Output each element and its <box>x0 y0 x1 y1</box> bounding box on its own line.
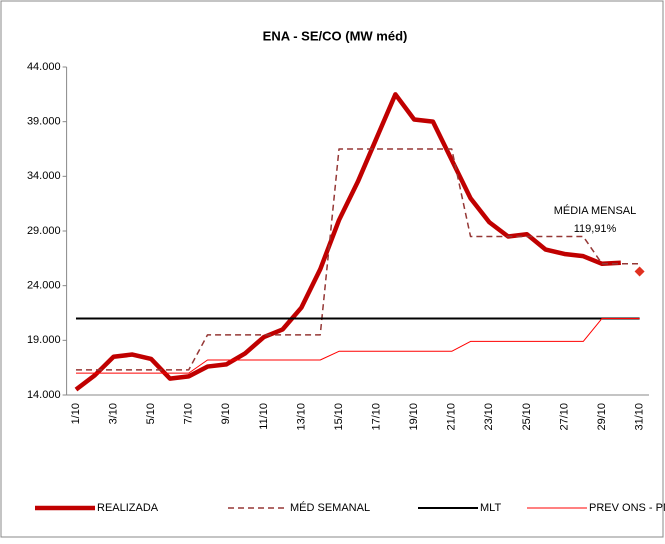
legend-label: MLT <box>480 502 501 514</box>
legend-label: REALIZADA <box>97 502 159 514</box>
x-tick-label: 13/10 <box>295 403 307 431</box>
y-tick-label: 24.000 <box>27 280 61 292</box>
y-tick-label: 39.000 <box>27 116 61 128</box>
series-line <box>75 317 640 374</box>
y-tick-label: 34.000 <box>27 170 61 182</box>
x-tick-label: 3/10 <box>107 403 119 424</box>
x-tick-label: 19/10 <box>408 403 420 431</box>
legend-label: MÉD SEMANAL <box>290 501 370 514</box>
y-tick-label: 44.000 <box>27 61 61 73</box>
x-tick-label: 31/10 <box>634 403 646 431</box>
x-tick-label: 15/10 <box>333 403 345 431</box>
series-line <box>75 148 640 371</box>
x-tick-label: 7/10 <box>183 403 195 424</box>
annotation-text: MÉDIA MENSAL <box>554 204 637 217</box>
chart-title: ENA - SE/CO (MW méd) <box>263 28 408 43</box>
x-tick-label: 1/10 <box>70 403 82 424</box>
x-tick-label: 23/10 <box>483 403 495 431</box>
y-tick-label: 14.000 <box>27 389 61 401</box>
x-tick-label: 9/10 <box>220 403 232 424</box>
x-tick-label: 25/10 <box>521 403 533 431</box>
x-tick-label: 11/10 <box>258 403 270 430</box>
x-tick-label: 29/10 <box>596 403 608 431</box>
x-tick-label: 5/10 <box>145 403 157 424</box>
y-tick-label: 19.000 <box>27 334 61 346</box>
x-tick-label: 17/10 <box>370 403 382 431</box>
legend-label: PREV ONS - PMO <box>589 502 665 514</box>
annotation-text: 119,91% <box>574 223 617 235</box>
annotation-marker <box>634 266 645 277</box>
x-tick-label: 21/10 <box>446 403 458 431</box>
y-tick-label: 29.000 <box>27 225 61 237</box>
x-tick-label: 27/10 <box>558 403 570 431</box>
